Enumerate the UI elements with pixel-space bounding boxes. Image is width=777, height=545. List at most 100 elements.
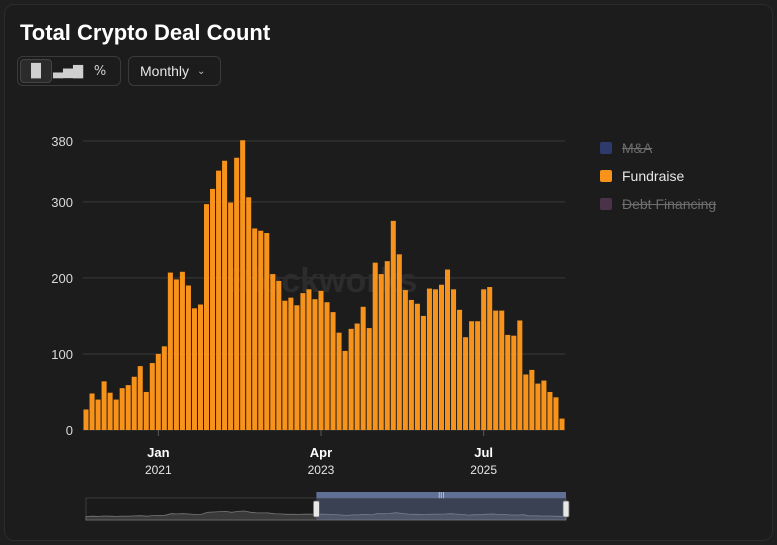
bar[interactable] xyxy=(372,262,378,430)
bar[interactable] xyxy=(408,299,414,430)
bar[interactable] xyxy=(414,303,420,430)
navigator-series xyxy=(85,510,567,521)
bar[interactable] xyxy=(155,353,161,430)
legend-item-ma[interactable]: M&A xyxy=(600,134,716,162)
bar[interactable] xyxy=(402,290,408,430)
bar[interactable] xyxy=(83,409,89,430)
bar[interactable] xyxy=(143,391,149,430)
bar[interactable] xyxy=(222,160,228,430)
bar[interactable] xyxy=(366,328,372,430)
bar[interactable] xyxy=(137,366,143,430)
bar[interactable] xyxy=(324,302,330,430)
bar[interactable] xyxy=(360,306,366,430)
bar[interactable] xyxy=(131,376,137,430)
bar[interactable] xyxy=(487,287,493,430)
bar[interactable] xyxy=(553,397,559,430)
legend-item-debt-financing[interactable]: Debt Financing xyxy=(600,190,716,218)
bar[interactable] xyxy=(294,305,300,430)
bar[interactable] xyxy=(204,204,210,430)
navigator-scrollbar[interactable] xyxy=(316,492,566,498)
bar[interactable] xyxy=(185,285,191,431)
bar[interactable] xyxy=(270,274,276,430)
bar[interactable] xyxy=(396,254,402,430)
legend-item-fundraise[interactable]: Fundraise xyxy=(600,162,716,190)
bar[interactable] xyxy=(101,381,107,430)
bar[interactable] xyxy=(234,157,240,431)
bar[interactable] xyxy=(432,289,438,430)
bar[interactable] xyxy=(451,289,457,430)
y-tick-label: 100 xyxy=(51,347,73,362)
bar[interactable] xyxy=(342,350,348,430)
bar[interactable] xyxy=(420,315,426,430)
legend-label: M&A xyxy=(622,140,653,156)
period-select[interactable]: Monthly ⌄ xyxy=(128,56,221,86)
bar[interactable] xyxy=(535,383,541,430)
bar[interactable] xyxy=(541,380,547,430)
bar[interactable] xyxy=(240,140,246,431)
bar[interactable] xyxy=(191,308,197,430)
bar[interactable] xyxy=(529,369,535,430)
bar[interactable] xyxy=(119,388,125,430)
stacked-bar-chart-icon[interactable]: ▃▅▇ xyxy=(53,63,83,79)
bar[interactable] xyxy=(167,272,173,430)
bar[interactable] xyxy=(264,233,270,430)
bar[interactable] xyxy=(258,230,264,430)
bar[interactable] xyxy=(336,332,342,430)
bar[interactable] xyxy=(252,228,258,430)
bar[interactable] xyxy=(282,300,288,430)
legend-label: Debt Financing xyxy=(622,196,717,212)
bar[interactable] xyxy=(113,399,119,430)
bar[interactable] xyxy=(463,337,469,430)
bar[interactable] xyxy=(149,363,155,430)
bar-chart-icon[interactable]: ▐▌ xyxy=(20,59,52,83)
bar[interactable] xyxy=(426,288,432,430)
bar[interactable] xyxy=(499,310,505,430)
bar[interactable] xyxy=(288,297,294,430)
bar[interactable] xyxy=(197,304,204,430)
bar[interactable] xyxy=(457,309,463,430)
bar[interactable] xyxy=(125,385,131,430)
bar[interactable] xyxy=(318,290,324,430)
bar[interactable] xyxy=(312,299,318,430)
legend: M&A Fundraise Debt Financing xyxy=(600,134,716,218)
navigator-handle[interactable] xyxy=(562,500,570,518)
bar[interactable] xyxy=(547,391,553,430)
bar[interactable] xyxy=(246,197,252,430)
bar[interactable] xyxy=(475,321,481,430)
percent-icon[interactable]: % xyxy=(93,63,107,79)
bar[interactable] xyxy=(173,279,179,430)
chevron-down-icon: ⌄ xyxy=(197,65,206,77)
bar[interactable] xyxy=(378,274,384,430)
bar[interactable] xyxy=(276,280,282,430)
bar[interactable] xyxy=(107,392,113,430)
bar[interactable] xyxy=(348,328,354,430)
bar[interactable] xyxy=(511,335,517,430)
bar[interactable] xyxy=(161,346,167,430)
bar[interactable] xyxy=(179,271,185,430)
bar[interactable] xyxy=(493,310,499,430)
bar[interactable] xyxy=(216,170,222,430)
bar[interactable] xyxy=(559,418,565,430)
bar[interactable] xyxy=(445,269,451,430)
bar[interactable] xyxy=(330,312,336,430)
bar[interactable] xyxy=(89,393,95,430)
bar[interactable] xyxy=(210,188,216,430)
bar[interactable] xyxy=(438,284,445,430)
bar[interactable] xyxy=(517,320,523,430)
bar[interactable] xyxy=(384,261,390,430)
bar[interactable] xyxy=(523,374,529,430)
bar[interactable] xyxy=(390,220,396,430)
bar[interactable] xyxy=(300,293,306,430)
y-tick-label: 200 xyxy=(51,271,73,286)
bar[interactable] xyxy=(481,289,487,430)
bar[interactable] xyxy=(354,323,360,430)
bar[interactable] xyxy=(505,334,511,430)
navigator-selection[interactable] xyxy=(316,498,566,520)
bar[interactable] xyxy=(228,202,234,430)
y-tick-label: 380 xyxy=(51,134,73,149)
bar[interactable] xyxy=(95,399,101,430)
bar[interactable] xyxy=(306,289,312,430)
navigator-handle[interactable] xyxy=(312,500,320,518)
bar[interactable] xyxy=(469,321,475,430)
